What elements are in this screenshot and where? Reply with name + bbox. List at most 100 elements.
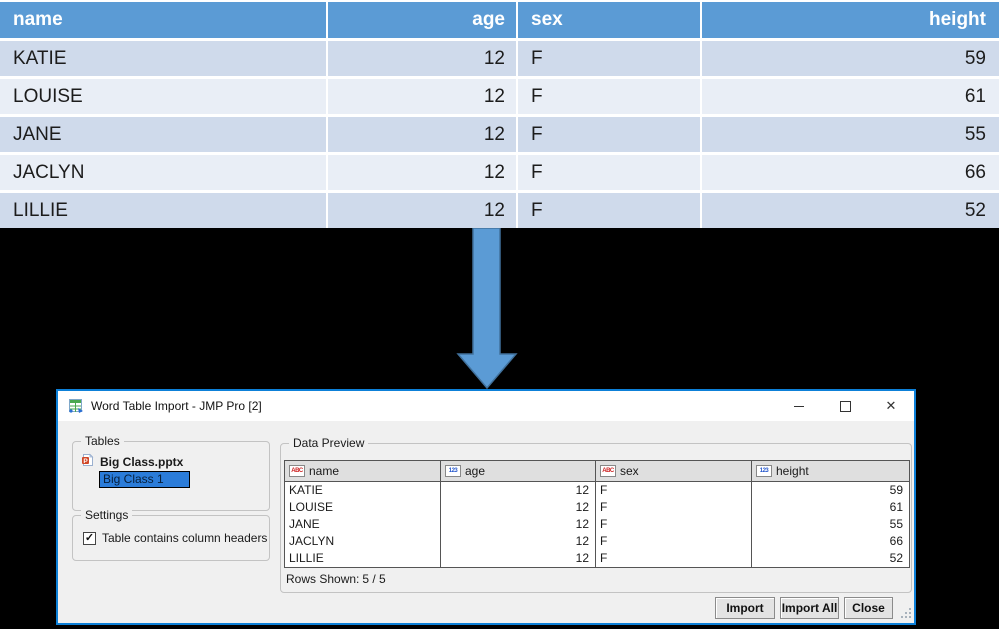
maximize-button[interactable] (822, 391, 868, 421)
cell-sex: F (596, 533, 752, 550)
slide-col-header-height: height (702, 2, 999, 38)
preview-col-header-height: 123 height (752, 461, 909, 481)
cell-age: 12 (441, 516, 596, 533)
cell-height: 55 (889, 517, 903, 531)
cell-height: 61 (702, 79, 999, 114)
settings-groupbox: Settings ✓ Table contains column headers (72, 508, 270, 561)
maximize-icon (839, 400, 851, 412)
preview-col-label: height (776, 464, 809, 478)
preview-row: LILLIE 12 F 52 (285, 550, 909, 567)
cell-sex: F (596, 482, 752, 499)
cell-age: 12 (441, 499, 596, 516)
word-table-import-dialog: Word Table Import - JMP Pro [2] ✕ Tables… (56, 389, 916, 625)
source-file-name: Big Class.pptx (100, 454, 184, 469)
minimize-icon (794, 405, 804, 407)
slide-col-header-age: age (328, 2, 516, 38)
cell-sex: F (596, 516, 752, 533)
cell-height: 52 (702, 193, 999, 228)
preview-row: LOUISE 12 F 61 (285, 499, 909, 516)
preview-col-header-name: ABC name (285, 461, 441, 481)
cell-age: 12 (328, 155, 516, 190)
cell-name: JACLYN (285, 533, 441, 550)
tables-group-label: Tables (81, 434, 124, 448)
numeric-column-icon: 123 (756, 465, 772, 477)
cell-height: 59 (702, 41, 999, 76)
preview-col-label: age (465, 464, 486, 478)
numeric-column-icon: 123 (445, 465, 461, 477)
slide-col-header-name: name (0, 2, 326, 38)
cell-age: 12 (328, 193, 516, 228)
cell-sex: F (518, 155, 700, 190)
cell-name: LILLIE (0, 193, 326, 228)
tables-groupbox: Tables P Big Class.pptx Big Class 1 (72, 434, 270, 511)
table-row: KATIE 12 F 59 (0, 41, 999, 76)
table-row: JANE 12 F 55 (0, 117, 999, 152)
svg-text:P: P (83, 458, 88, 465)
pptx-file-icon: P (81, 453, 94, 470)
cell-name: JACLYN (0, 155, 326, 190)
preview-row: JANE 12 F 55 (285, 516, 909, 533)
cell-name: LOUISE (0, 79, 326, 114)
data-preview-groupbox: Data Preview ABC name 123 age ABC (280, 436, 912, 593)
table-row: LOUISE 12 F 61 (0, 79, 999, 114)
rows-shown-value: 5 / 5 (362, 572, 386, 586)
settings-group-label: Settings (81, 508, 133, 522)
preview-col-header-age: 123 age (441, 461, 596, 481)
close-button[interactable]: ✕ (885, 398, 897, 413)
resize-grip[interactable] (900, 607, 912, 622)
cell-name: LOUISE (285, 499, 441, 516)
import-button[interactable]: Import (715, 597, 775, 619)
cell-age: 12 (328, 41, 516, 76)
checkbox-checked-icon[interactable]: ✓ (83, 531, 96, 545)
jmp-import-app-icon (68, 398, 84, 414)
cell-age: 12 (441, 550, 596, 567)
table-list-item-selected[interactable]: Big Class 1 (99, 471, 190, 488)
preview-header-row: ABC name 123 age ABC sex 123 (285, 461, 909, 482)
cell-height: 61 (889, 500, 903, 514)
cell-height: 66 (702, 155, 999, 190)
cell-name: KATIE (0, 41, 326, 76)
slide-col-header-sex: sex (518, 2, 700, 38)
preview-col-label: name (309, 464, 340, 478)
dialog-titlebar[interactable]: Word Table Import - JMP Pro [2] ✕ (58, 391, 914, 421)
preview-row: JACLYN 12 F 66 (285, 533, 909, 550)
checkbox-label: Table contains column headers (102, 531, 268, 545)
cell-name: JANE (0, 117, 326, 152)
cell-sex: F (596, 499, 752, 516)
cell-age: 12 (441, 482, 596, 499)
slide-table-header-row: name age sex height (0, 2, 999, 38)
import-all-button[interactable]: Import All (780, 597, 839, 619)
cell-height: 52 (889, 551, 903, 565)
cell-name: JANE (285, 516, 441, 533)
rows-shown-status: Rows Shown: 5 / 5 (286, 572, 389, 586)
minimize-button[interactable] (776, 391, 822, 421)
table-row: LILLIE 12 F 52 (0, 193, 999, 228)
column-headers-checkbox-row[interactable]: ✓ Table contains column headers (83, 531, 269, 545)
cell-sex: F (596, 550, 752, 567)
cell-age: 12 (441, 533, 596, 550)
slide-table: name age sex height KATIE 12 F 59 LOUISE… (0, 0, 999, 228)
character-column-icon: ABC (600, 465, 616, 477)
table-row: JACLYN 12 F 66 (0, 155, 999, 190)
preview-row: KATIE 12 F 59 (285, 482, 909, 499)
cell-height: 55 (702, 117, 999, 152)
cell-height: 59 (889, 483, 903, 497)
source-file-item[interactable]: P Big Class.pptx (81, 453, 269, 470)
preview-table: ABC name 123 age ABC sex 123 (284, 460, 910, 568)
dialog-body: Tables P Big Class.pptx Big Class 1 (58, 421, 914, 623)
close-dialog-button[interactable]: Close (844, 597, 893, 619)
cell-age: 12 (328, 117, 516, 152)
cell-sex: F (518, 41, 700, 76)
rows-shown-label: Rows Shown: (286, 572, 360, 586)
cell-sex: F (518, 193, 700, 228)
cell-name: LILLIE (285, 550, 441, 567)
preview-col-label: sex (620, 464, 639, 478)
cell-age: 12 (328, 79, 516, 114)
cell-sex: F (518, 117, 700, 152)
preview-col-header-sex: ABC sex (596, 461, 752, 481)
dialog-title: Word Table Import - JMP Pro [2] (91, 399, 262, 413)
cell-name: KATIE (285, 482, 441, 499)
data-preview-label: Data Preview (289, 436, 369, 450)
cell-sex: F (518, 79, 700, 114)
